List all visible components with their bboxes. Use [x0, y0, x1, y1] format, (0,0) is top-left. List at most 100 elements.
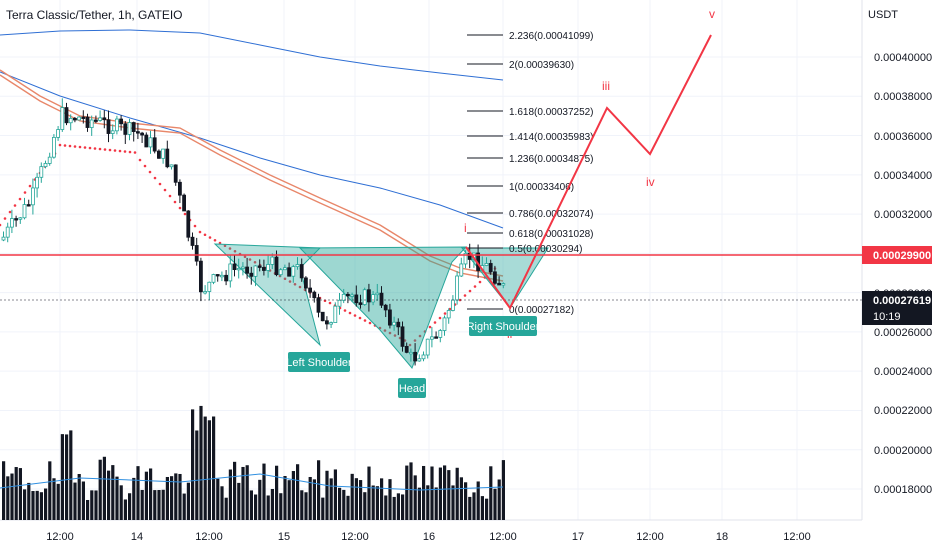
trail-dot — [168, 194, 172, 198]
volume-bar — [86, 499, 90, 520]
volume-bar — [73, 482, 77, 520]
candle-body — [131, 122, 136, 133]
trail-dot — [98, 147, 102, 151]
candle-body — [333, 305, 338, 324]
candle-body — [173, 164, 178, 183]
candle-body — [52, 136, 56, 158]
volume-bar — [401, 494, 405, 520]
trail-dot — [133, 151, 137, 154]
volume-bar — [182, 493, 186, 520]
candle-body — [9, 218, 14, 228]
trail-dot — [413, 339, 417, 342]
trail-dot — [283, 277, 287, 281]
candle-body — [358, 302, 363, 305]
volume-bar — [396, 493, 400, 520]
volume-bar — [140, 489, 144, 520]
candle-body — [106, 119, 111, 134]
candle-body — [455, 275, 460, 301]
candle-body — [35, 176, 39, 189]
candle-body — [245, 266, 250, 274]
volume-bar — [77, 474, 81, 520]
fib-level-label: 0.618(0.00031028) — [509, 229, 594, 240]
fib-level-label: 0(0.00027182) — [509, 305, 574, 316]
y-tick-label: 0.00040000 — [874, 52, 932, 64]
wave-label: iv — [646, 175, 655, 189]
x-tick-label: 17 — [572, 531, 584, 543]
candle-body — [5, 226, 10, 238]
candle-body — [152, 137, 157, 152]
candle-body — [450, 299, 455, 311]
trail-dot — [63, 144, 67, 147]
volume-bar — [459, 477, 463, 520]
y-tick-label: 0.00038000 — [874, 91, 932, 103]
pattern-label-box — [398, 378, 426, 398]
candle-body — [366, 289, 371, 303]
volume-bar — [144, 471, 148, 520]
candle-body — [64, 107, 69, 124]
trail-dot — [228, 247, 232, 250]
candle-body — [224, 274, 229, 282]
volume-bar — [417, 487, 421, 520]
candle-body — [425, 338, 430, 356]
candle-body — [434, 336, 439, 339]
candle-body — [345, 293, 350, 297]
x-tick-label: 15 — [278, 531, 290, 543]
trail-dot — [368, 321, 372, 325]
volume-bar — [430, 466, 434, 520]
volume-bar — [123, 499, 127, 520]
volume-bar — [60, 434, 64, 520]
candle-body — [257, 265, 262, 268]
volume-bar — [111, 465, 115, 520]
candle-body — [350, 294, 355, 297]
volume-bar — [304, 492, 308, 520]
trail-dot — [388, 331, 392, 335]
symbol-title: Terra Classic/Tether, 1h, GATEIO — [6, 8, 183, 22]
trail-dot — [3, 217, 7, 220]
y-axis-ticks: 0.00040000 0.00038000 0.00036000 0.00034000… — [874, 52, 932, 496]
trail-dot — [328, 301, 332, 305]
volume-bar — [119, 485, 123, 520]
trail-dot — [58, 143, 62, 147]
candle-body — [337, 299, 342, 307]
pattern-label-text: Head — [399, 383, 425, 395]
candle-body — [438, 330, 443, 338]
candle-body — [488, 263, 493, 273]
trail-dot — [203, 233, 207, 237]
candle-body — [278, 269, 283, 276]
candle-body — [295, 264, 300, 268]
volume-bar — [497, 479, 501, 520]
candle-body — [282, 267, 287, 271]
trail-dot — [353, 314, 357, 317]
ema-line-upper — [0, 69, 504, 277]
x-tick-label: 14 — [131, 531, 143, 543]
candle-body — [291, 266, 296, 277]
trail-dot — [13, 204, 17, 207]
trail-dot — [343, 309, 347, 312]
trail-dot — [438, 316, 442, 320]
volume-bar — [485, 498, 489, 520]
candle-body — [203, 291, 208, 294]
volume-bar — [279, 493, 283, 520]
volume-bar — [69, 430, 73, 520]
volume-bar — [161, 489, 165, 520]
candle-body — [219, 274, 224, 278]
trail-dot — [78, 145, 82, 149]
candle-body — [463, 252, 468, 265]
trail-dot — [138, 158, 142, 162]
candle-body — [253, 265, 258, 277]
candle-body — [18, 217, 23, 220]
y-tick-label: 0.00032000 — [874, 209, 932, 221]
candle-body — [392, 321, 397, 326]
fib-level-label: 0.5(0.00030294) — [509, 244, 582, 255]
volume-bar — [94, 490, 98, 520]
volume-bar — [102, 456, 106, 520]
candle-body — [408, 351, 413, 355]
volume-bar — [287, 480, 291, 520]
volume-bar — [476, 481, 480, 520]
volume-bar — [493, 488, 497, 520]
x-tick-label: 12:00 — [46, 531, 74, 543]
volume-bar — [128, 493, 132, 520]
pattern-label-box — [288, 352, 350, 372]
